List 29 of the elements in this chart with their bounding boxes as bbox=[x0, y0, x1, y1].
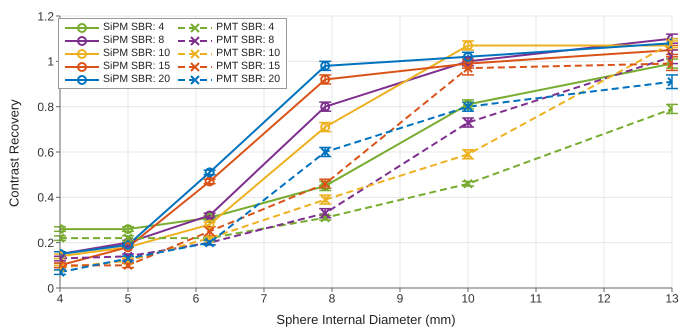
x-tick-label: 4 bbox=[56, 292, 64, 306]
x-tick-label: 10 bbox=[461, 292, 475, 306]
legend-label: PMT SBR: 20 bbox=[216, 73, 280, 86]
x-tick-label: 7 bbox=[260, 292, 268, 306]
x-tick-label: 12 bbox=[597, 292, 611, 306]
y-axis-title: Contrast Recovery bbox=[6, 98, 22, 207]
y-tick-label: 1 bbox=[47, 54, 54, 69]
x-tick-label: 5 bbox=[124, 292, 132, 306]
y-tick-label: 0 bbox=[47, 281, 54, 296]
legend-label: SiPM SBR: 8 bbox=[103, 34, 164, 47]
legend-label: PMT SBR: 8 bbox=[216, 34, 274, 47]
y-tick-label: 0.8 bbox=[37, 100, 54, 114]
legend-label: PMT SBR: 4 bbox=[216, 21, 274, 34]
x-tick-label: 9 bbox=[396, 292, 404, 306]
y-tick-label: 0.6 bbox=[37, 145, 54, 160]
legend-label: PMT SBR: 10 bbox=[216, 47, 280, 60]
x-tick-label: 8 bbox=[328, 292, 336, 306]
x-tick-label: 6 bbox=[192, 292, 200, 306]
legend-label: PMT SBR: 15 bbox=[216, 60, 280, 73]
legend-label: SiPM SBR: 20 bbox=[103, 73, 170, 86]
legend-label: SiPM SBR: 10 bbox=[103, 47, 170, 60]
x-tick-label: 11 bbox=[530, 292, 543, 306]
y-tick-label: 0.4 bbox=[37, 190, 54, 205]
y-tick-label: 0.2 bbox=[37, 236, 54, 250]
x-tick-label: 13 bbox=[665, 292, 679, 306]
legend-label: SiPM SBR: 4 bbox=[103, 21, 164, 34]
x-axis-title: Sphere Internal Diameter (mm) bbox=[276, 312, 456, 327]
y-tick-label: 1.2 bbox=[37, 9, 54, 24]
legend-label: SiPM SBR: 15 bbox=[103, 60, 170, 73]
